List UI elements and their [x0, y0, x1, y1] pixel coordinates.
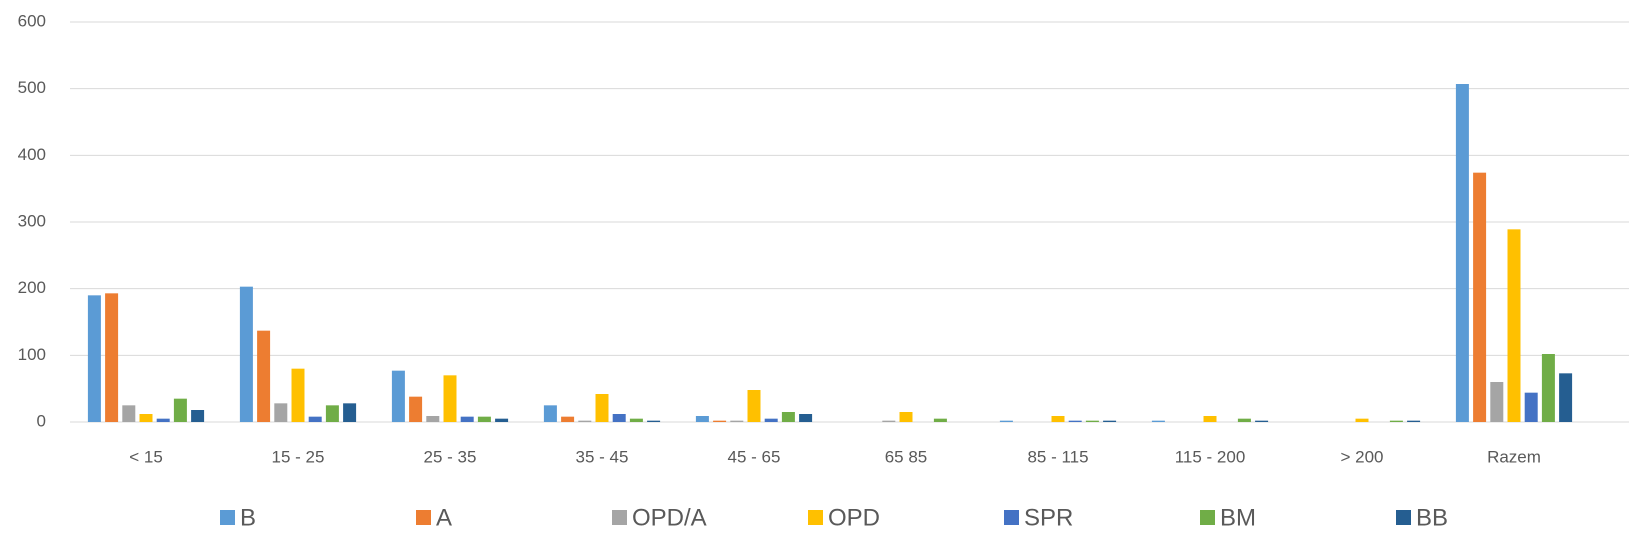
x-tick-label: Razem	[1487, 447, 1541, 466]
legend-swatch	[1396, 510, 1411, 525]
bar	[495, 418, 509, 422]
bar	[999, 420, 1013, 422]
bar	[426, 416, 440, 422]
bar	[933, 418, 947, 422]
y-tick-label: 100	[18, 345, 46, 364]
bar	[87, 295, 101, 422]
legend-swatch	[612, 510, 627, 525]
bar	[1473, 172, 1487, 422]
bar	[882, 420, 896, 422]
bar	[443, 375, 457, 422]
legend-label: BM	[1220, 504, 1256, 531]
bar	[105, 293, 119, 422]
legend-label: A	[436, 504, 452, 531]
bar	[1051, 416, 1065, 422]
y-tick-label: 300	[18, 211, 46, 230]
bar	[1103, 420, 1117, 422]
bar	[191, 410, 205, 422]
x-tick-label: 15 - 25	[272, 447, 325, 466]
legend-label: OPD	[828, 504, 880, 531]
y-tick-label: 400	[18, 145, 46, 164]
bar	[747, 390, 761, 422]
bar	[257, 330, 271, 422]
bar	[764, 418, 778, 422]
bar	[1490, 382, 1504, 422]
bar	[647, 420, 661, 422]
bar	[561, 416, 575, 422]
bar	[713, 420, 727, 422]
bar	[308, 416, 322, 422]
bar	[612, 414, 626, 422]
legend-label: OPD/A	[632, 504, 707, 531]
bar	[629, 418, 643, 422]
bar	[343, 403, 357, 422]
legend-swatch	[416, 510, 431, 525]
bar	[1203, 416, 1217, 422]
bar	[781, 412, 795, 422]
legend-swatch	[808, 510, 823, 525]
bar	[1541, 354, 1555, 422]
bar	[1237, 418, 1251, 422]
x-tick-label: 65 85	[885, 447, 928, 466]
bar	[460, 416, 474, 422]
x-tick-label: 45 - 65	[728, 447, 781, 466]
bar	[122, 405, 136, 422]
bar	[274, 403, 288, 422]
x-tick-label: 25 - 35	[424, 447, 477, 466]
bar	[799, 414, 813, 422]
legend-swatch	[1004, 510, 1019, 525]
bar	[1407, 420, 1421, 422]
legend-label: SPR	[1024, 504, 1073, 531]
bar	[173, 398, 187, 422]
bar	[730, 420, 744, 422]
y-tick-label: 200	[18, 278, 46, 297]
bar	[1355, 418, 1369, 422]
y-tick-label: 0	[37, 411, 46, 430]
legend-label: BB	[1416, 504, 1448, 531]
legend-swatch	[1200, 510, 1215, 525]
bar	[899, 412, 913, 422]
bar	[1068, 420, 1082, 422]
bar	[391, 370, 405, 422]
bar	[291, 368, 305, 422]
bar	[1255, 420, 1269, 422]
bar	[595, 394, 609, 422]
bar	[1085, 420, 1099, 422]
x-tick-label: < 15	[129, 447, 163, 466]
y-tick-label: 600	[18, 11, 46, 30]
bar	[1559, 373, 1573, 422]
bar	[543, 405, 557, 422]
bar	[1507, 229, 1521, 422]
bar	[139, 414, 153, 422]
x-tick-label: 115 - 200	[1175, 447, 1246, 466]
bar	[409, 396, 423, 422]
legend-swatch	[220, 510, 235, 525]
bar	[156, 418, 170, 422]
bar	[1151, 420, 1165, 422]
bar	[695, 416, 709, 422]
bar	[1455, 84, 1469, 422]
bar	[477, 416, 491, 422]
bar	[325, 405, 339, 422]
bar	[239, 286, 253, 422]
bar	[578, 420, 592, 422]
bar	[1524, 392, 1538, 422]
legend-label: B	[240, 504, 256, 531]
x-tick-label: 85 - 115	[1027, 447, 1088, 466]
x-tick-label: 35 - 45	[576, 447, 629, 466]
x-tick-label: > 200	[1340, 447, 1383, 466]
bar	[1389, 420, 1403, 422]
y-tick-label: 500	[18, 78, 46, 97]
